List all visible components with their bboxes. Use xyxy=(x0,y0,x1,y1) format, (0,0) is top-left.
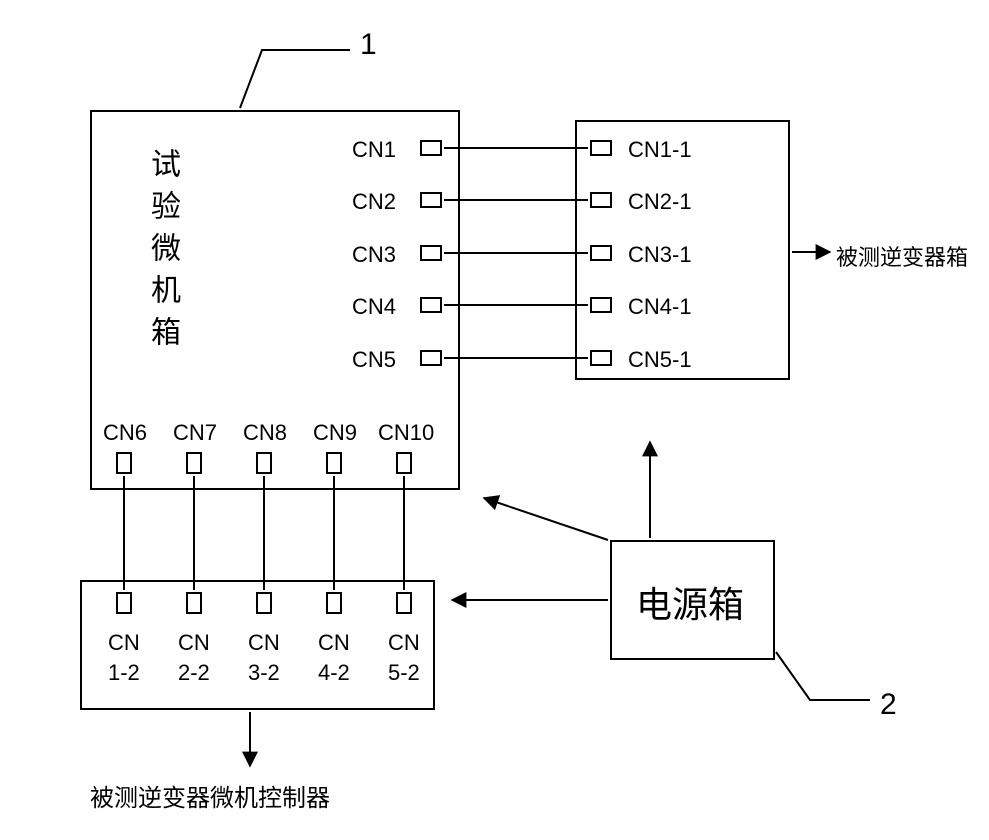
port-label-cn2-2b: 2-2 xyxy=(178,660,210,686)
port-cn2-2 xyxy=(186,592,202,614)
port-cn2-1 xyxy=(590,192,612,208)
port-cn4-1 xyxy=(590,297,612,313)
port-cn5 xyxy=(420,350,442,366)
port-label-cn6: CN6 xyxy=(103,420,147,446)
port-label-cn3-2a: CN xyxy=(248,630,280,656)
port-label-cn4-2b: 4-2 xyxy=(318,660,350,686)
port-cn10 xyxy=(396,452,412,474)
test-box-title: 试验微机箱 xyxy=(140,148,184,358)
port-label-cn2: CN2 xyxy=(352,189,396,215)
port-label-cn2-2a: CN xyxy=(178,630,210,656)
port-label-cn3-1: CN3-1 xyxy=(628,242,692,268)
port-label-cn5-1: CN5-1 xyxy=(628,347,692,373)
port-cn3-1 xyxy=(590,245,612,261)
port-label-cn8: CN8 xyxy=(243,420,287,446)
port-label-cn9: CN9 xyxy=(313,420,357,446)
port-cn4-2 xyxy=(326,592,342,614)
port-cn7 xyxy=(186,452,202,474)
port-label-cn4: CN4 xyxy=(352,294,396,320)
invbox-title: 被测逆变器箱 xyxy=(836,240,968,272)
port-label-cn4-2a: CN xyxy=(318,630,350,656)
port-label-cn5-2b: 5-2 xyxy=(388,660,420,686)
ref2-label: 2 xyxy=(880,688,897,722)
port-label-cn1: CN1 xyxy=(352,137,396,163)
port-label-cn1-2a: CN xyxy=(108,630,140,656)
port-cn1-1 xyxy=(590,140,612,156)
port-label-cn1-2b: 1-2 xyxy=(108,660,140,686)
ctrlbox-title: 被测逆变器微机控制器 xyxy=(90,778,330,813)
port-cn2 xyxy=(420,192,442,208)
port-label-cn10: CN10 xyxy=(378,420,434,446)
port-label-cn3: CN3 xyxy=(352,242,396,268)
port-cn6 xyxy=(116,452,132,474)
port-label-cn4-1: CN4-1 xyxy=(628,294,692,320)
port-cn4 xyxy=(420,297,442,313)
port-cn1 xyxy=(420,140,442,156)
port-label-cn2-1: CN2-1 xyxy=(628,189,692,215)
port-label-cn5-2a: CN xyxy=(388,630,420,656)
port-label-cn3-2b: 3-2 xyxy=(248,660,280,686)
port-cn3 xyxy=(420,245,442,261)
ref1-label: 1 xyxy=(360,28,377,62)
port-label-cn1-1: CN1-1 xyxy=(628,137,692,163)
port-cn1-2 xyxy=(116,592,132,614)
port-cn5-1 xyxy=(590,350,612,366)
port-cn9 xyxy=(326,452,342,474)
port-label-cn7: CN7 xyxy=(173,420,217,446)
port-cn3-2 xyxy=(256,592,272,614)
port-cn8 xyxy=(256,452,272,474)
port-cn5-2 xyxy=(396,592,412,614)
powerbox-title: 电源箱 xyxy=(636,576,744,628)
port-label-cn5: CN5 xyxy=(352,347,396,373)
